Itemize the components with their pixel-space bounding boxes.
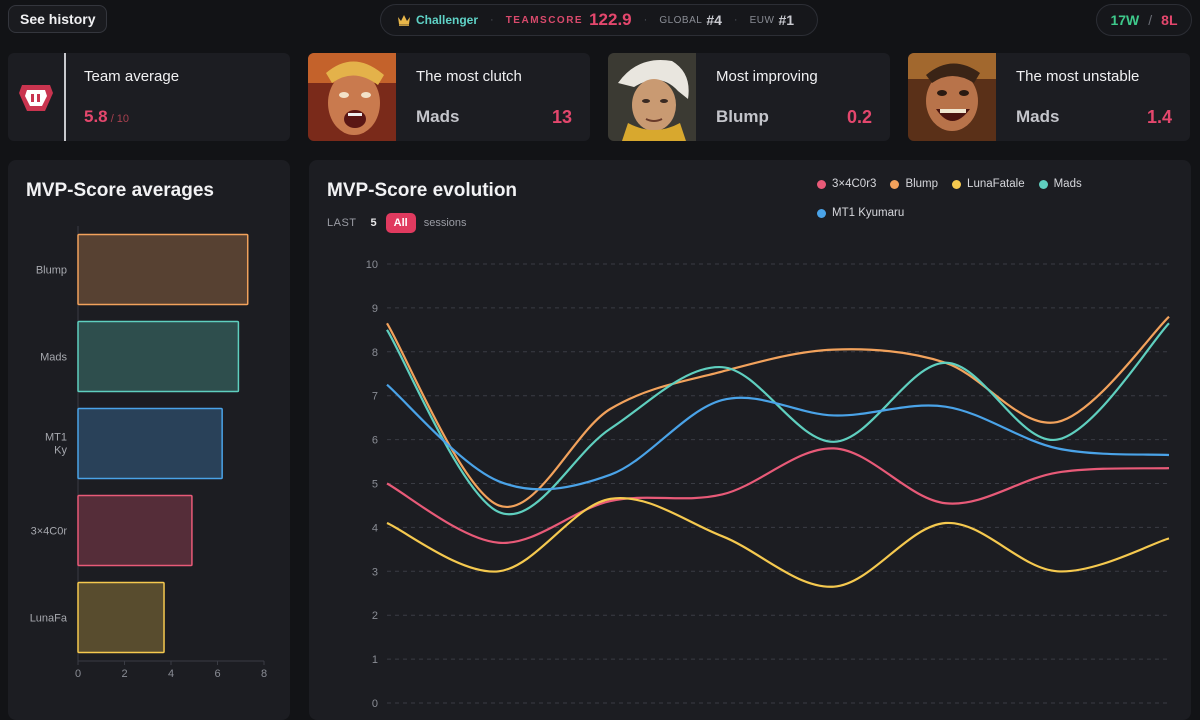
- series-line-4[interactable]: [386, 383, 1170, 491]
- separator-dot: ·: [490, 14, 494, 26]
- wins-count: 17W: [1110, 12, 1140, 28]
- series-line-0[interactable]: [386, 447, 1170, 544]
- series-line-2[interactable]: [386, 496, 1170, 588]
- category-label: 3×4C0r: [31, 526, 68, 538]
- series-line-1[interactable]: [386, 315, 1170, 509]
- champion-portrait-laughing-icon: [908, 53, 996, 141]
- y-tick-label: 10: [366, 259, 378, 271]
- mvp-averages-panel: MVP-Score averages 0 2 4 6 8 Blump Mads MT1 Ky 3×…: [8, 160, 290, 720]
- teamscore-label: TEAMSCORE: [505, 14, 584, 26]
- most-clutch-value: 13: [551, 107, 572, 127]
- legend-label: LunaFatale: [967, 178, 1025, 190]
- sessions-option-all[interactable]: All: [385, 213, 416, 233]
- most-improving-card: Most improving Blump 0.2: [608, 53, 890, 141]
- most-clutch-title: The most clutch: [416, 68, 522, 85]
- legend-item[interactable]: Blump: [890, 178, 938, 190]
- legend-item[interactable]: Mads: [1038, 178, 1082, 190]
- x-tick-label: 8: [261, 668, 267, 680]
- legend-item[interactable]: 3×4C0r3: [817, 178, 876, 190]
- tier-label: Challenger: [416, 13, 479, 27]
- most-improving-player: Blump: [716, 107, 769, 126]
- bar-4[interactable]: [77, 581, 165, 654]
- legend-label: MT1 Kyumaru: [832, 207, 905, 219]
- most-improving-value: 0.2: [846, 107, 872, 127]
- team-logo-icon: [8, 53, 64, 141]
- separator-dot: ·: [733, 14, 738, 26]
- legend-item[interactable]: MT1 Kyumaru: [817, 207, 904, 219]
- sessions-prefix: LAST: [327, 217, 357, 229]
- win-loss-record: 17W / 8L: [1096, 4, 1192, 36]
- most-improving-title: Most improving: [716, 68, 818, 85]
- team-average-value: 5.8 / 10: [84, 107, 130, 126]
- evolution-title: MVP-Score evolution: [327, 180, 518, 201]
- y-tick-label: 4: [372, 522, 378, 534]
- legend-swatch: [817, 208, 826, 218]
- losses-count: 8L: [1161, 12, 1178, 28]
- category-label: Blump: [36, 265, 67, 277]
- sessions-option-5[interactable]: 5: [370, 217, 377, 229]
- most-unstable-card: The most unstable Mads 1.4: [908, 53, 1190, 141]
- category-label: Ky: [54, 445, 67, 457]
- card-divider: [64, 53, 66, 141]
- category-label: MT1: [45, 432, 67, 444]
- top-bar: See history Challenger · TEAMSCORE 122.9…: [0, 0, 1200, 42]
- global-label: GLOBAL: [659, 14, 703, 26]
- series-line-3[interactable]: [386, 322, 1170, 516]
- global-rank: #4: [706, 12, 722, 28]
- legend-label: Mads: [1053, 178, 1082, 190]
- y-tick-label: 7: [372, 391, 378, 403]
- most-unstable-player: Mads: [1016, 107, 1060, 126]
- evolution-line-chart: 0 1 2 3 4 5 6 7 8 9 10: [366, 259, 1170, 707]
- legend-swatch: [890, 179, 900, 189]
- most-unstable-value: 1.4: [1146, 107, 1172, 127]
- x-tick-label: 2: [121, 668, 127, 680]
- session-filter: LAST 5 All sessions: [327, 213, 467, 233]
- y-tick-label: 5: [372, 479, 378, 491]
- team-average-title: Team average: [84, 68, 180, 85]
- see-history-button[interactable]: See history: [8, 5, 108, 33]
- y-tick-label: 2: [372, 610, 378, 622]
- legend-swatch: [1038, 179, 1048, 189]
- legend-label: Blump: [905, 178, 939, 190]
- rank-summary: Challenger · TEAMSCORE 122.9 · GLOBAL #4…: [380, 4, 818, 36]
- teamscore-value: 122.9: [589, 10, 632, 29]
- bar-1[interactable]: [77, 320, 240, 393]
- x-tick-label: 0: [75, 668, 81, 680]
- legend-item[interactable]: LunaFatale: [952, 178, 1025, 190]
- y-tick-label: 9: [372, 303, 378, 315]
- y-tick-label: 0: [372, 698, 378, 707]
- x-tick-label: 6: [214, 668, 220, 680]
- champion-portrait-white-hair-icon: [608, 53, 696, 141]
- chart-legend: 3×4C0r3 Blump LunaFatale Mads MT1 Kyumaru: [817, 178, 1117, 236]
- mvp-evolution-panel: MVP-Score evolution LAST 5 All sessions …: [309, 160, 1191, 720]
- separator-dot: ·: [643, 14, 648, 26]
- bar-0[interactable]: [77, 233, 249, 306]
- averages-title: MVP-Score averages: [26, 180, 214, 201]
- y-tick-label: 8: [372, 347, 378, 359]
- crown-icon: [398, 15, 410, 26]
- y-tick-label: 6: [372, 435, 378, 447]
- y-tick-label: 3: [372, 566, 378, 578]
- sessions-suffix: sessions: [423, 217, 467, 229]
- category-label: LunaFa: [30, 613, 68, 625]
- y-tick-label: 1: [372, 654, 378, 666]
- category-label: Mads: [40, 352, 67, 364]
- legend-swatch: [952, 179, 962, 189]
- region-rank: #1: [778, 12, 795, 28]
- bar-2[interactable]: [77, 407, 223, 480]
- team-average-card: Team average 5.8 / 10: [8, 53, 290, 141]
- x-tick-label: 4: [168, 668, 174, 680]
- bar-3[interactable]: [77, 494, 193, 567]
- legend-label: 3×4C0r3: [832, 178, 877, 190]
- most-clutch-card: The most clutch Mads 13: [308, 53, 590, 141]
- most-clutch-player: Mads: [416, 107, 460, 126]
- win-loss-separator: /: [1148, 12, 1153, 28]
- legend-swatch: [817, 179, 826, 189]
- champion-portrait-rage-icon: [308, 53, 396, 141]
- most-unstable-title: The most unstable: [1016, 68, 1140, 85]
- region-label: EUW: [749, 14, 775, 26]
